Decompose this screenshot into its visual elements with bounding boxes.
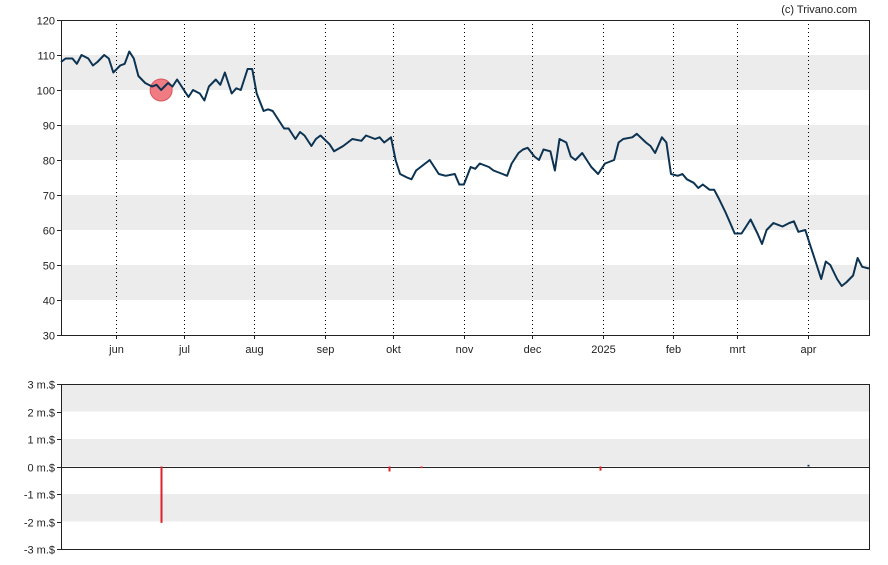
x-tick-label: sep — [317, 344, 335, 356]
price-series-line — [60, 50, 870, 287]
x-tick-label: feb — [666, 344, 681, 356]
y-tick-label: 70 — [43, 191, 55, 203]
y-tick-label: 2 m.$ — [27, 408, 55, 420]
price-panel-month-gridlines — [116, 20, 809, 335]
y-tick-label: 3 m.$ — [27, 380, 55, 392]
y-tick-label: -2 m.$ — [24, 518, 55, 530]
price-band — [61, 125, 869, 160]
volume-y-axis: 3 m.$ 2 m.$ 1 m.$ 0 m.$ -1 m.$ -2 m.$ -3 m.$ — [24, 380, 61, 557]
month-x-axis: jun jul aug sep okt nov dec 2025 feb mrt apr — [108, 335, 817, 356]
price-panel-bands — [61, 20, 869, 335]
y-tick-label: 100 — [37, 86, 55, 98]
volume-panel-bands — [61, 384, 869, 549]
y-tick-label: 90 — [43, 121, 55, 133]
x-tick-label: jun — [108, 344, 124, 356]
y-tick-label: 120 — [37, 16, 55, 28]
y-tick-label: 1 m.$ — [27, 435, 55, 447]
y-tick-label: 60 — [43, 226, 55, 238]
x-tick-label: mrt — [730, 344, 746, 356]
y-tick-label: -1 m.$ — [24, 490, 55, 502]
copyright-label: (c) Trivano.com — [781, 4, 857, 16]
y-tick-label: 110 — [37, 51, 55, 63]
price-panel-frame — [61, 20, 870, 336]
volume-band — [61, 439, 869, 467]
x-tick-label: apr — [801, 344, 817, 356]
volume-bars — [160, 464, 810, 523]
y-tick-label: 50 — [43, 261, 55, 273]
x-tick-label: okt — [386, 344, 401, 356]
x-tick-label: 2025 — [591, 344, 615, 356]
y-tick-label: 30 — [43, 331, 55, 343]
x-tick-label: aug — [245, 344, 263, 356]
y-tick-label: -3 m.$ — [24, 545, 55, 557]
price-y-axis: 120 110 100 90 80 70 60 50 40 30 — [37, 16, 61, 343]
volume-band — [61, 384, 869, 412]
x-tick-label: dec — [524, 344, 542, 356]
y-tick-label: 0 m.$ — [27, 463, 55, 475]
y-tick-label: 80 — [43, 156, 55, 168]
y-tick-label: 40 — [43, 296, 55, 308]
x-tick-label: jul — [178, 344, 190, 356]
x-tick-label: nov — [456, 344, 474, 356]
volume-band — [61, 494, 869, 522]
price-band — [61, 265, 869, 300]
